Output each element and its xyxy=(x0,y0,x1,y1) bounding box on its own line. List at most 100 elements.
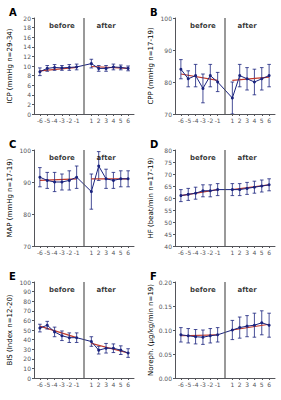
svg-text:50: 50 xyxy=(23,327,31,334)
svg-text:before: before xyxy=(190,22,216,30)
svg-text:2: 2 xyxy=(97,117,101,124)
svg-text:6: 6 xyxy=(126,117,130,124)
svg-text:-2: -2 xyxy=(66,381,72,388)
svg-text:-4: -4 xyxy=(52,117,58,124)
svg-text:after: after xyxy=(237,286,257,294)
svg-text:-4: -4 xyxy=(52,381,58,388)
svg-text:3: 3 xyxy=(104,117,108,124)
svg-text:-4: -4 xyxy=(193,381,199,388)
svg-text:B: B xyxy=(150,7,158,18)
svg-text:40: 40 xyxy=(164,243,172,250)
svg-text:-2: -2 xyxy=(66,249,72,256)
svg-text:4: 4 xyxy=(27,91,31,98)
svg-text:80: 80 xyxy=(23,211,31,218)
svg-text:0.10: 0.10 xyxy=(159,327,173,334)
svg-text:30: 30 xyxy=(23,346,31,353)
svg-text:1: 1 xyxy=(89,117,93,124)
svg-text:after: after xyxy=(96,22,116,30)
svg-text:1: 1 xyxy=(230,117,234,124)
svg-text:-2: -2 xyxy=(207,381,213,388)
svg-text:6: 6 xyxy=(267,249,271,256)
svg-text:-6: -6 xyxy=(37,249,43,256)
svg-text:3: 3 xyxy=(104,381,108,388)
svg-text:3: 3 xyxy=(245,117,249,124)
svg-text:-4: -4 xyxy=(193,249,199,256)
svg-text:1: 1 xyxy=(230,381,234,388)
svg-text:0.20: 0.20 xyxy=(159,279,173,286)
svg-text:-6: -6 xyxy=(178,381,184,388)
svg-text:20: 20 xyxy=(23,355,31,362)
svg-text:-1: -1 xyxy=(74,117,80,124)
svg-text:100: 100 xyxy=(161,15,173,22)
svg-text:HF (beat/min n=17-19): HF (beat/min n=17-19) xyxy=(147,157,155,238)
svg-text:-5: -5 xyxy=(44,117,50,124)
svg-text:before: before xyxy=(49,22,75,30)
svg-text:5: 5 xyxy=(119,249,123,256)
svg-text:10: 10 xyxy=(23,365,31,372)
svg-text:6: 6 xyxy=(126,381,130,388)
svg-text:before: before xyxy=(49,286,75,294)
svg-text:100: 100 xyxy=(20,147,32,154)
svg-text:0.05: 0.05 xyxy=(159,351,173,358)
svg-text:5: 5 xyxy=(260,381,264,388)
svg-text:-3: -3 xyxy=(200,117,206,124)
svg-text:0.15: 0.15 xyxy=(159,303,173,310)
svg-text:90: 90 xyxy=(23,288,31,295)
svg-text:6: 6 xyxy=(267,117,271,124)
svg-text:C: C xyxy=(9,139,16,150)
svg-text:2: 2 xyxy=(238,249,242,256)
svg-text:F: F xyxy=(150,271,157,282)
svg-text:2: 2 xyxy=(97,249,101,256)
svg-text:8: 8 xyxy=(27,72,31,79)
svg-text:-5: -5 xyxy=(44,381,50,388)
svg-text:4: 4 xyxy=(111,117,115,124)
svg-text:70: 70 xyxy=(164,171,172,178)
svg-text:-6: -6 xyxy=(37,117,43,124)
svg-text:CPP (mmHg n=17-19): CPP (mmHg n=17-19) xyxy=(147,27,155,104)
svg-text:40: 40 xyxy=(23,336,31,343)
svg-text:ICP (mmHg n=29-34): ICP (mmHg n=29-34) xyxy=(6,28,14,103)
svg-text:65: 65 xyxy=(164,183,172,190)
svg-text:60: 60 xyxy=(23,317,31,324)
svg-text:2: 2 xyxy=(238,381,242,388)
svg-text:A: A xyxy=(9,7,17,18)
svg-text:-4: -4 xyxy=(52,249,58,256)
svg-text:50: 50 xyxy=(164,219,172,226)
svg-text:MAP (mmHg n=17-19): MAP (mmHg n=17-19) xyxy=(6,158,14,237)
svg-text:-3: -3 xyxy=(59,381,65,388)
svg-text:18: 18 xyxy=(23,24,31,31)
svg-text:3: 3 xyxy=(245,249,249,256)
svg-text:16: 16 xyxy=(23,34,31,41)
svg-text:-3: -3 xyxy=(59,249,65,256)
svg-text:90: 90 xyxy=(23,179,31,186)
svg-text:-6: -6 xyxy=(178,249,184,256)
svg-text:80: 80 xyxy=(23,298,31,305)
svg-text:-2: -2 xyxy=(207,117,213,124)
svg-text:-5: -5 xyxy=(185,381,191,388)
svg-text:-1: -1 xyxy=(74,381,80,388)
svg-text:100: 100 xyxy=(20,279,32,286)
svg-text:6: 6 xyxy=(267,381,271,388)
svg-text:1: 1 xyxy=(89,381,93,388)
svg-text:E: E xyxy=(9,271,16,282)
svg-text:after: after xyxy=(96,286,116,294)
svg-text:-5: -5 xyxy=(44,249,50,256)
svg-text:0: 0 xyxy=(27,375,31,382)
svg-text:4: 4 xyxy=(111,249,115,256)
svg-text:after: after xyxy=(96,154,116,162)
svg-text:6: 6 xyxy=(126,249,130,256)
svg-text:before: before xyxy=(49,154,75,162)
svg-text:80: 80 xyxy=(164,147,172,154)
svg-text:after: after xyxy=(237,154,257,162)
svg-text:5: 5 xyxy=(119,117,123,124)
svg-text:5: 5 xyxy=(260,117,264,124)
svg-text:5: 5 xyxy=(260,249,264,256)
svg-text:10: 10 xyxy=(23,63,31,70)
svg-text:-6: -6 xyxy=(37,381,43,388)
svg-text:before: before xyxy=(190,286,216,294)
svg-text:60: 60 xyxy=(164,195,172,202)
svg-text:6: 6 xyxy=(27,82,31,89)
svg-text:1: 1 xyxy=(89,249,93,256)
svg-text:70: 70 xyxy=(23,243,31,250)
svg-text:BIS (Index n=12-20): BIS (Index n=12-20) xyxy=(6,294,14,365)
